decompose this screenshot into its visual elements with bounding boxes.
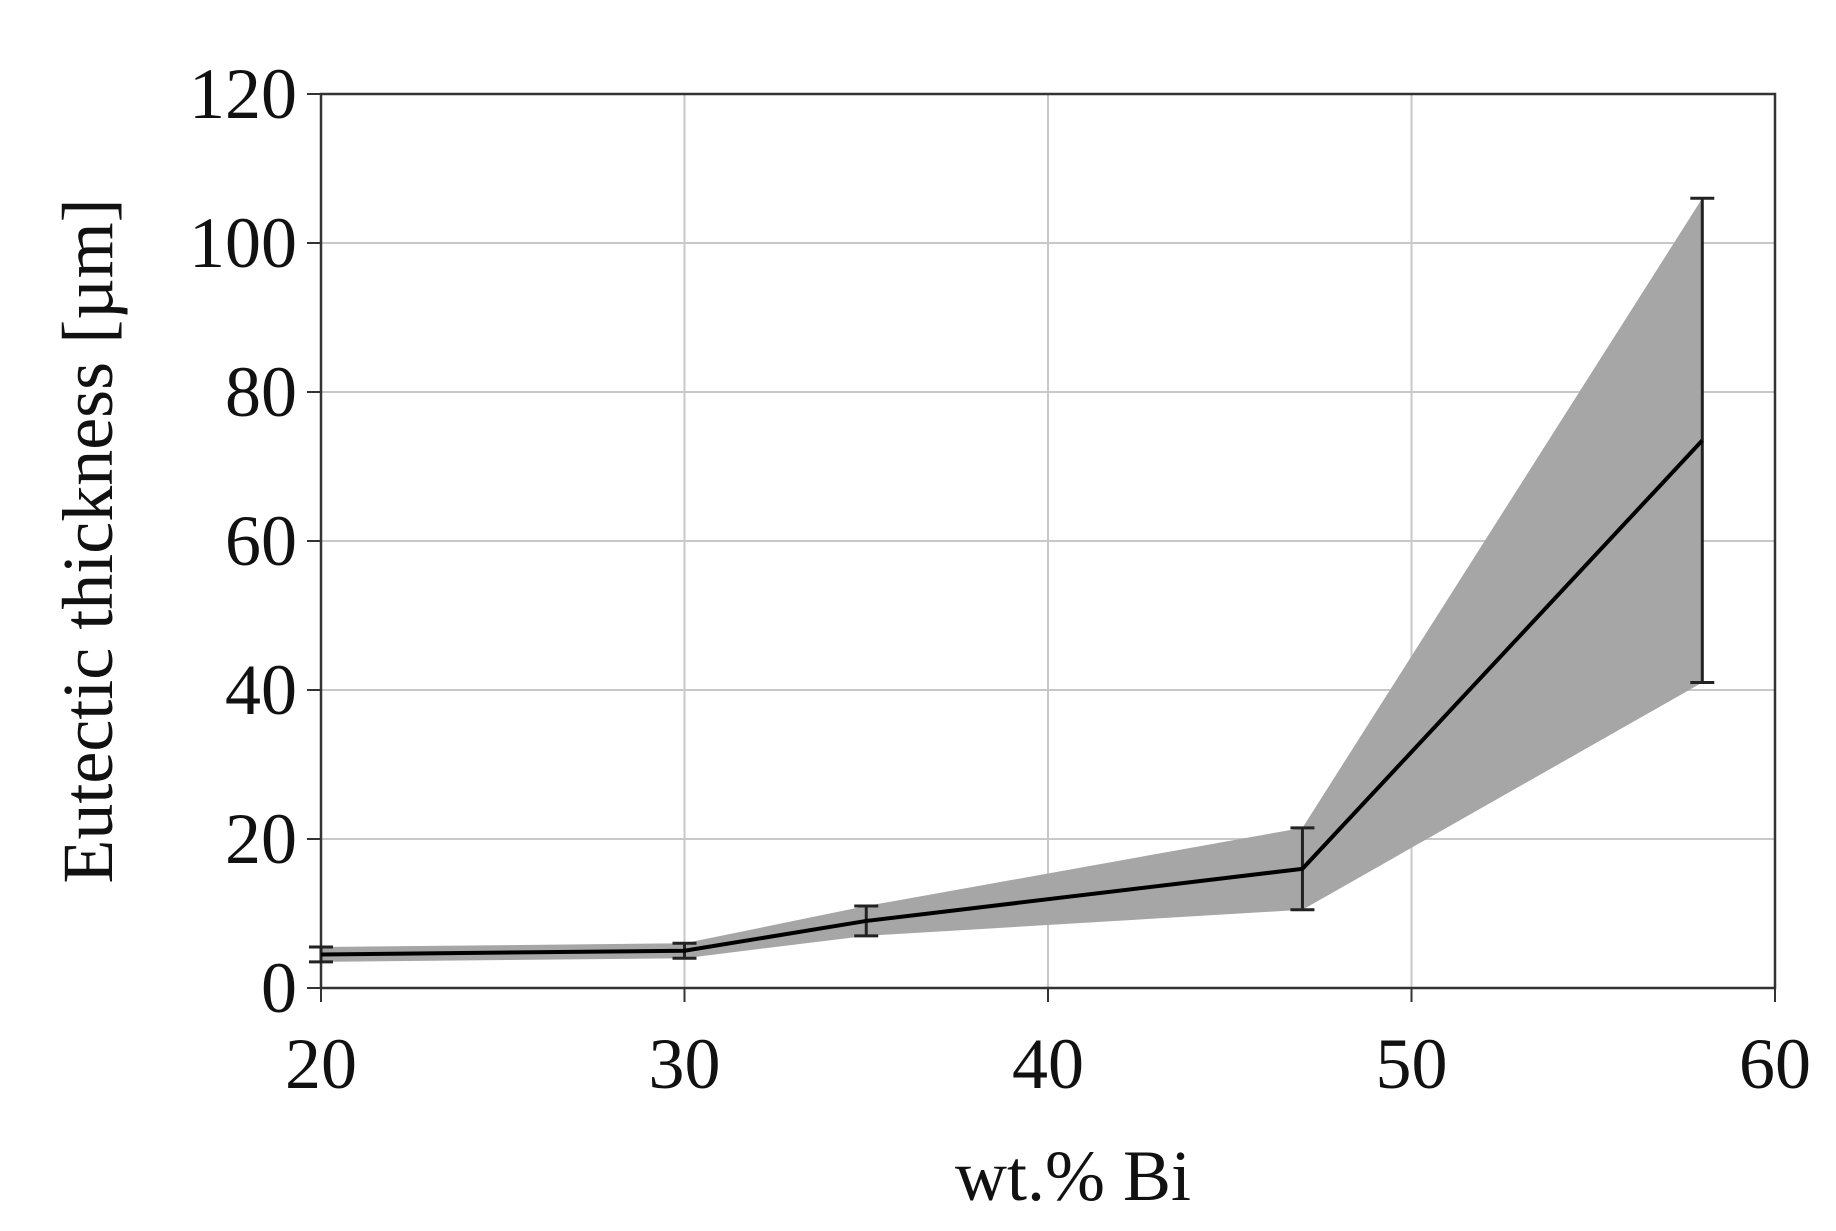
- x-tick-label: 40: [1012, 1024, 1084, 1104]
- x-axis-label: wt.% Bi: [955, 1136, 1191, 1216]
- y-tick-label: 0: [261, 948, 297, 1028]
- y-tick-label: 60: [225, 501, 297, 581]
- line: [320, 439, 1704, 957]
- plot-frame: [319, 92, 1777, 990]
- error-band: [321, 198, 1703, 962]
- y-tick-label: 20: [225, 799, 297, 879]
- y-tick-label: 100: [189, 203, 297, 283]
- y-axis-label: Eutectic thickness [µm]: [48, 198, 128, 883]
- x-tick-label: 50: [1376, 1024, 1448, 1104]
- x-tick-label: 20: [285, 1024, 357, 1104]
- y-tick-label: 40: [225, 650, 297, 730]
- x-tick-label: 60: [1739, 1024, 1811, 1104]
- x-tick-label: 30: [649, 1024, 721, 1104]
- y-tick-label: 120: [189, 54, 297, 134]
- y-tick-label: 80: [225, 352, 297, 432]
